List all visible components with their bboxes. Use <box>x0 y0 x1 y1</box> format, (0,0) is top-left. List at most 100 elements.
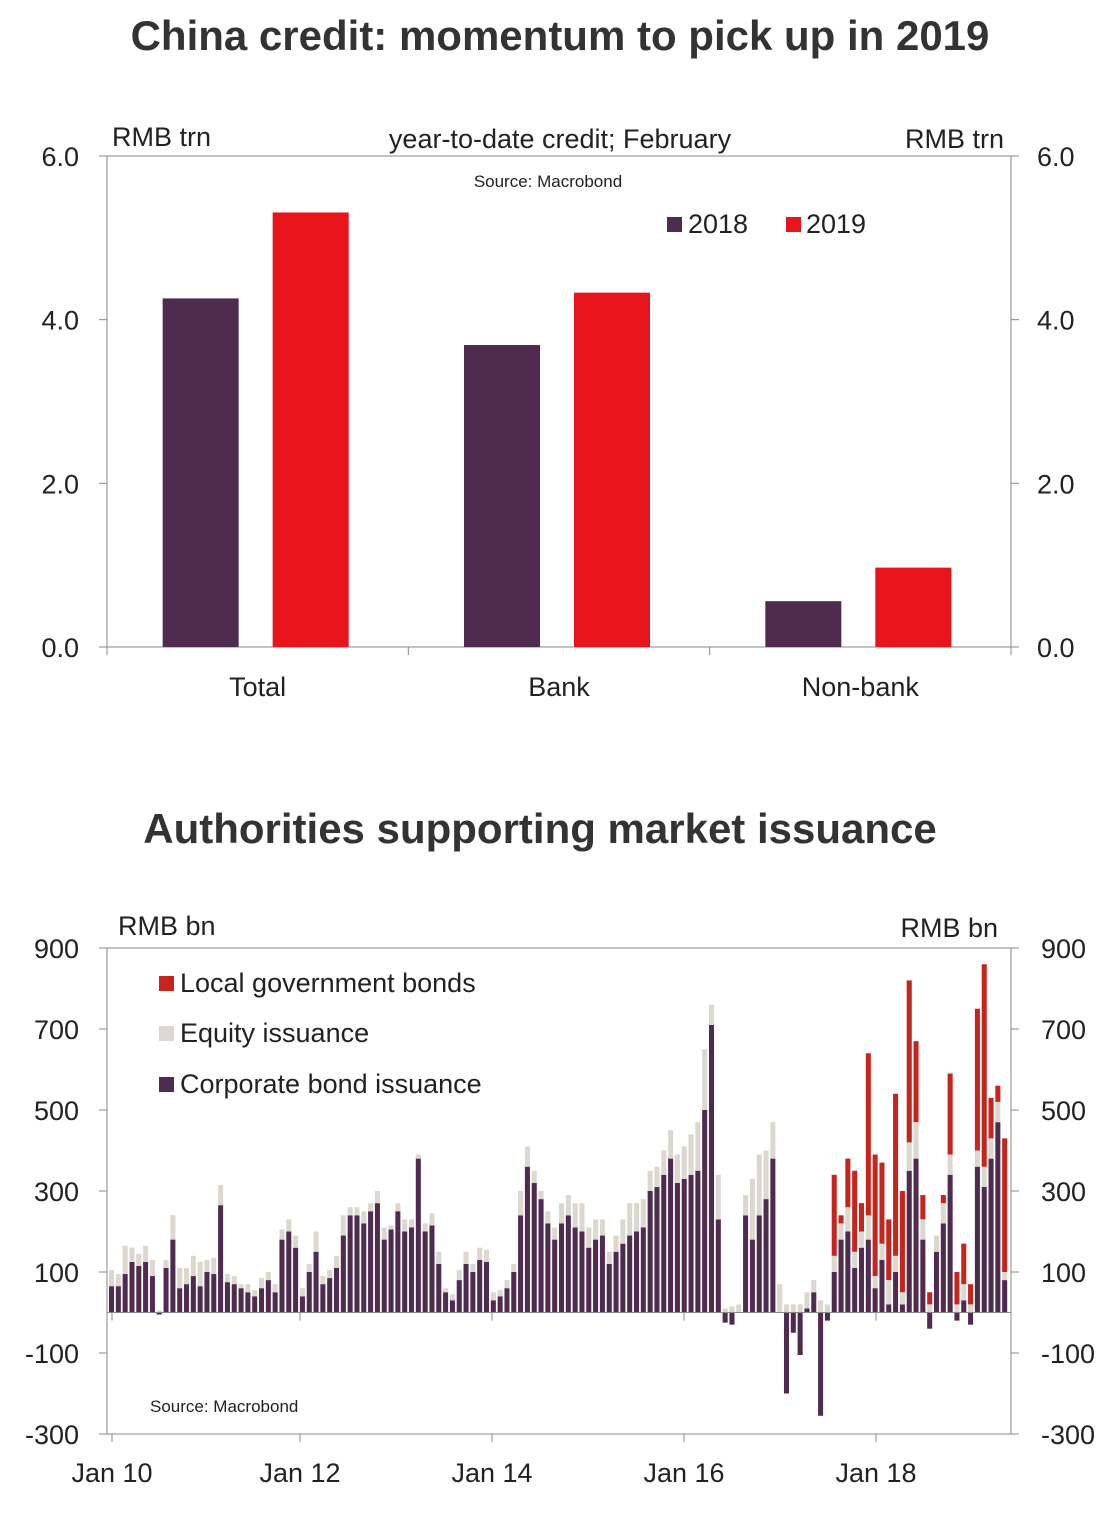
bar-equity <box>797 1304 803 1313</box>
bar-equity <box>327 1269 333 1279</box>
bar-corporate <box>599 1235 605 1313</box>
bar-corporate <box>265 1280 271 1313</box>
x-tick-label-2: Jan 10 <box>71 1458 152 1488</box>
bar-corporate <box>579 1231 585 1313</box>
y-tick-label-right: 4.0 <box>1037 306 1075 336</box>
legend-label-corporate: Corporate bond issuance <box>180 1069 482 1099</box>
y-axis-label-right-2: RMB bn <box>900 913 998 943</box>
bar-corporate <box>681 1178 687 1313</box>
bar-2019-bank <box>574 292 650 647</box>
bar-equity <box>224 1274 230 1283</box>
y-tick-label-left-2: -300 <box>25 1420 79 1450</box>
x-tick-label-2: Jan 16 <box>643 1458 724 1488</box>
legend-swatch-2018 <box>667 217 682 232</box>
bar-corporate <box>620 1243 626 1313</box>
bar-corporate <box>899 1304 905 1313</box>
bar-corporate <box>749 1239 755 1313</box>
x-tick-label-2: Jan 12 <box>259 1458 340 1488</box>
bar-2019-non-bank <box>875 567 952 647</box>
bar-corporate <box>565 1215 571 1313</box>
bar-corporate <box>299 1296 305 1313</box>
bar-equity <box>661 1150 667 1175</box>
bar-corporate <box>947 1174 953 1313</box>
y-tick-label-left-2: -100 <box>25 1339 79 1369</box>
x-tick-label: Total <box>229 672 286 702</box>
bar-equity <box>443 1288 449 1293</box>
bar-lgb <box>845 1158 851 1208</box>
bar-equity <box>783 1304 790 1313</box>
bar-equity <box>245 1284 251 1293</box>
bar-equity <box>845 1207 851 1232</box>
bar-equity <box>974 1150 980 1167</box>
bar-equity <box>627 1203 633 1236</box>
bar-equity <box>940 1203 946 1224</box>
bar-equity <box>743 1195 749 1216</box>
bar-equity <box>565 1195 571 1216</box>
bar-corporate <box>933 1251 940 1313</box>
bar-equity <box>183 1267 190 1285</box>
x-tick-label: Bank <box>528 672 590 702</box>
legend-label-lgb: Local government bonds <box>180 968 476 998</box>
bar-equity <box>674 1154 680 1183</box>
bar-equity <box>1002 1272 1008 1281</box>
bar-corporate <box>109 1286 115 1313</box>
bar-equity <box>333 1255 340 1268</box>
bar-corporate <box>238 1288 244 1313</box>
bar-equity <box>552 1227 558 1240</box>
bar-2018-bank <box>464 345 540 647</box>
bar-corporate <box>483 1261 490 1313</box>
bar-corporate <box>368 1211 374 1313</box>
bar-corporate <box>838 1239 844 1313</box>
source-note: Source: Macrobond <box>474 172 622 191</box>
bar-equity <box>824 1304 830 1313</box>
bar-equity <box>402 1219 408 1232</box>
bar-2018-non-bank <box>765 601 842 647</box>
bar-equity <box>306 1263 312 1272</box>
bar-corporate <box>258 1288 265 1313</box>
bar-corporate <box>811 1292 817 1313</box>
chart-title-bottom: Authorities supporting market issuance <box>143 805 937 852</box>
y-tick-label-right: 2.0 <box>1037 469 1075 499</box>
bar-equity <box>299 1288 305 1297</box>
bar-equity <box>388 1225 394 1230</box>
y-axis-label-left-2: RMB bn <box>118 911 216 941</box>
plot-frame-2 <box>106 947 1012 1435</box>
bar-equity <box>415 1154 421 1159</box>
bar-corporate <box>702 1110 708 1313</box>
legend: 2018 2019 <box>667 209 866 239</box>
bar-equity <box>572 1203 578 1228</box>
bar-equity <box>852 1251 858 1268</box>
bar-equity <box>340 1215 346 1236</box>
bar-equity <box>790 1304 796 1313</box>
bar-corporate <box>674 1182 680 1313</box>
bar-corporate <box>122 1274 128 1313</box>
bar-equity <box>913 1122 919 1159</box>
bar-corporate <box>974 1166 980 1313</box>
bar-equity <box>347 1207 353 1216</box>
bar-corporate <box>211 1274 217 1313</box>
bar-equity <box>456 1269 462 1281</box>
bar-equity <box>872 1276 878 1289</box>
bar-corporate <box>381 1239 387 1313</box>
bar-corporate <box>518 1215 524 1313</box>
bar-equity <box>668 1130 674 1159</box>
y-tick-label-left-2: 100 <box>34 1258 79 1288</box>
bar-equity <box>831 1255 837 1272</box>
legend-swatch-2019 <box>786 217 801 232</box>
legend-swatch-corporate <box>159 1077 174 1092</box>
bar-equity <box>981 1166 987 1187</box>
bar-equity <box>511 1263 517 1272</box>
bar-corporate <box>463 1263 469 1313</box>
bar-corporate <box>961 1300 967 1313</box>
bar-corporate <box>408 1227 415 1313</box>
bar-corporate <box>197 1286 203 1313</box>
bar-equity <box>865 1215 871 1240</box>
bar-lgb <box>865 1053 871 1216</box>
bar-corporate <box>831 1272 837 1313</box>
y-tick-label-left-2: 300 <box>34 1177 79 1207</box>
bar-equity <box>436 1251 442 1264</box>
bar-corporate <box>865 1239 871 1313</box>
y-tick-label-left-2: 500 <box>34 1096 79 1126</box>
bar-equity <box>879 1243 885 1260</box>
bar-corporate <box>763 1199 769 1313</box>
